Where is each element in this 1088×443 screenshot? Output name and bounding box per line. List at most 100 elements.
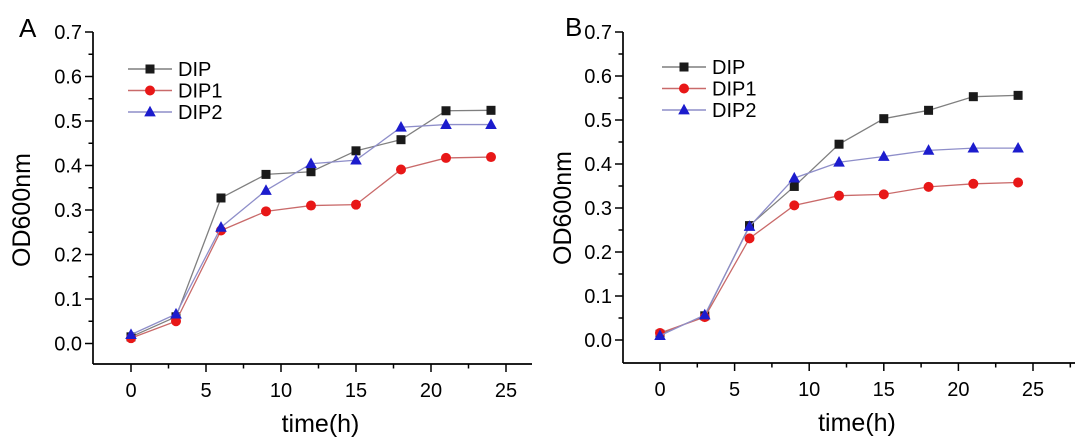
x-tick-label: 5 — [200, 380, 211, 402]
y-tick-label: 0.6 — [54, 67, 82, 89]
DIP-point — [789, 181, 799, 191]
DIP2-point — [967, 141, 980, 153]
DIP-point — [396, 135, 406, 145]
DIP2-point — [788, 171, 801, 183]
x-tick-label: 5 — [729, 379, 740, 401]
DIP2-line — [659, 147, 1019, 337]
x-tick-label: 10 — [798, 379, 820, 401]
panel-a-letter: A — [19, 13, 37, 43]
y-tick-label: 0.2 — [54, 245, 82, 267]
DIP1-line — [130, 156, 492, 339]
DIP-point — [879, 114, 889, 124]
y-tick-label: 0.0 — [584, 330, 612, 352]
y-tick-label: 0.3 — [54, 200, 82, 222]
x-tick-label: 10 — [270, 380, 292, 402]
legend-label-DIP1: DIP1 — [712, 79, 756, 101]
y-tick-label: 0.1 — [584, 286, 612, 308]
x-tick-label: 20 — [947, 379, 969, 401]
ticks — [85, 31, 507, 372]
legend-label-DIP2: DIP2 — [712, 100, 756, 122]
DIP2-point — [260, 184, 272, 195]
DIP1-point — [351, 199, 361, 210]
series-DIP2 — [654, 141, 1024, 340]
DIP-point — [306, 167, 316, 177]
DIP1-point — [1013, 177, 1024, 188]
series-DIP1 — [126, 152, 496, 344]
DIP1-point — [744, 233, 755, 244]
series-DIP — [655, 90, 1023, 339]
legend-marker-DIP1 — [679, 83, 689, 94]
ticks — [615, 31, 1072, 371]
axes — [92, 32, 532, 365]
legend-label-DIP: DIP — [178, 59, 211, 81]
DIP-point — [486, 105, 496, 115]
series-DIP1 — [655, 177, 1024, 338]
DIP-point — [924, 105, 934, 115]
y-tick-label: 0.5 — [584, 110, 612, 132]
legend-marker-DIP — [145, 64, 155, 74]
y-axis-title: OD600nm — [8, 153, 36, 267]
y-tick-label: 0.6 — [584, 66, 612, 88]
panel-b-letter: B — [565, 12, 583, 42]
DIP-point — [968, 92, 978, 102]
y-tick-label: 0.4 — [584, 154, 612, 176]
DIP2-point — [485, 118, 497, 129]
y-tick-label: 0.4 — [54, 156, 82, 178]
DIP2-point — [654, 329, 666, 340]
DIP2-point — [878, 150, 890, 161]
x-tick-label: 15 — [873, 379, 895, 401]
DIP2-point — [170, 307, 182, 319]
DIP2-point — [698, 308, 711, 320]
DIP-point — [216, 193, 226, 203]
y-tick-label: 0.1 — [54, 289, 82, 311]
DIP2-point — [833, 156, 845, 167]
DIP1-point — [878, 189, 889, 200]
panel-a-chart-svg: 0.0 0.1 0.2 0.3 0.4 0.5 0.6 0.7 0 5 10 15 20 25 time(h… — [8, 22, 532, 438]
series-DIP2 — [125, 118, 497, 339]
DIP2-point — [350, 153, 362, 165]
y-tick-label: 0.3 — [584, 198, 612, 220]
panel-b-chart-svg: 0.0 0.1 0.2 0.3 0.4 0.5 0.6 0.7 0 5 10 15 20 25 time(h… — [549, 22, 1075, 437]
DIP2-point — [1012, 141, 1024, 153]
x-tick-label: 25 — [1022, 379, 1044, 401]
DIP2-point — [922, 144, 935, 155]
DIP-point — [1013, 90, 1023, 100]
DIP2-point — [743, 220, 756, 231]
DIP1-point — [261, 206, 271, 217]
DIP1-point — [171, 316, 181, 327]
legend-marker-DIP2 — [678, 103, 690, 115]
legend-label-DIP2: DIP2 — [178, 102, 222, 124]
legend-label-DIP1: DIP1 — [178, 81, 222, 103]
DIP1-line — [659, 181, 1019, 334]
x-axis-title: time(h) — [818, 409, 896, 437]
DIP-point — [351, 146, 361, 156]
y-tick-label: 0.7 — [54, 22, 82, 44]
tick-labels: 0.0 0.1 0.2 0.3 0.4 0.5 0.6 0.7 0 5 10 15 20 25 — [584, 22, 1044, 401]
DIP1-point — [789, 200, 800, 211]
y-tick-label: 0.0 — [54, 334, 82, 356]
DIP-point — [441, 106, 451, 116]
x-axis-title: time(h) — [282, 410, 360, 438]
y-axis-title: OD600nm — [549, 151, 577, 265]
DIP2-point — [215, 221, 227, 232]
DIP1-point — [834, 190, 845, 201]
DIP2-point — [440, 118, 452, 129]
axes — [622, 32, 1075, 364]
panel-a: A 0.0 0.1 0.2 0.3 0.4 0.5 0.6 0.7 0 5 10 15 20 25 time… — [8, 13, 532, 438]
DIP1-point — [923, 181, 934, 192]
y-tick-label: 0.2 — [584, 242, 612, 264]
legend-marker-DIP2 — [144, 105, 156, 117]
panel-b: B 0.0 0.1 0.2 0.3 0.4 0.5 0.6 0.7 0 5 10 15 20 25 time… — [544, 0, 1088, 443]
DIP-point — [261, 169, 271, 179]
x-tick-label: 0 — [654, 379, 665, 401]
legend-marker-DIP1 — [145, 85, 155, 96]
tick-labels: 0.0 0.1 0.2 0.3 0.4 0.5 0.6 0.7 0 5 10 15 20 25 — [54, 22, 517, 402]
DIP2-point — [395, 121, 407, 132]
x-tick-label: 25 — [495, 380, 517, 402]
DIP1-point — [396, 164, 406, 175]
y-tick-label: 0.5 — [54, 111, 82, 133]
legend-marker-DIP — [679, 62, 689, 72]
